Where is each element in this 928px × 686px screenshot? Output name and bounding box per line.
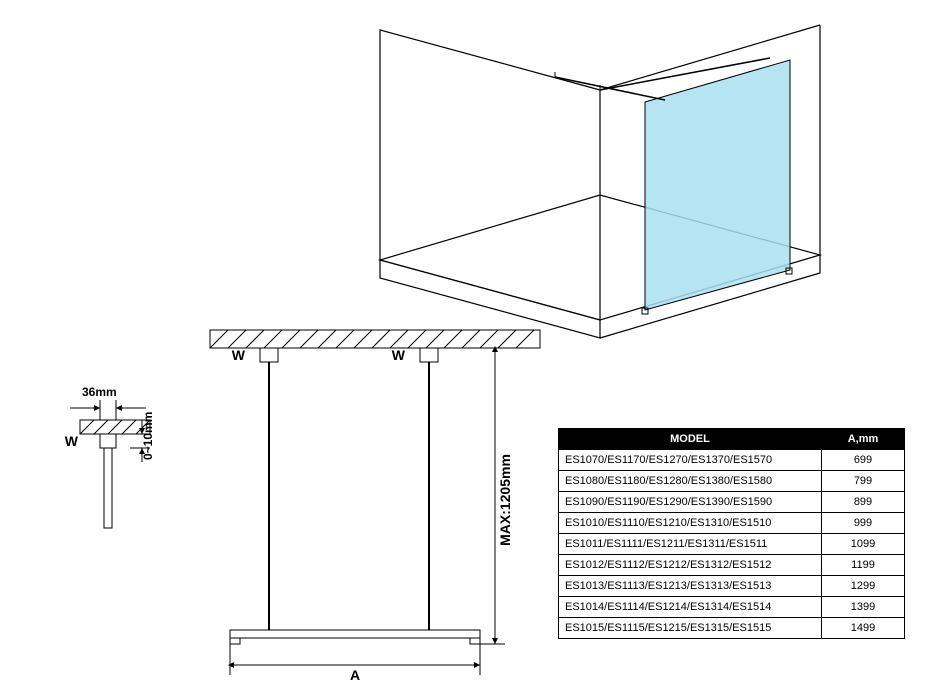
cell-model: ES1014/ES1114/ES1214/ES1314/ES1514 xyxy=(559,597,822,618)
cell-amm: 699 xyxy=(822,450,905,471)
model-table: MODEL A,mm ES1070/ES1170/ES1270/ES1370/E… xyxy=(558,428,905,639)
cell-model: ES1090/ES1190/ES1290/ES1390/ES1590 xyxy=(559,492,822,513)
cell-amm: 1299 xyxy=(822,576,905,597)
col-amm: A,mm xyxy=(822,429,905,450)
model-table-wrap: MODEL A,mm ES1070/ES1170/ES1270/ES1370/E… xyxy=(558,428,905,639)
label-36mm: 36mm xyxy=(82,385,117,399)
side-detail: W 36mm 0~10mm xyxy=(65,385,155,528)
cell-amm: 1199 xyxy=(822,555,905,576)
cell-model: ES1012/ES1112/ES1212/ES1312/ES1512 xyxy=(559,555,822,576)
iso-glass-panel xyxy=(555,58,792,314)
label-0-10mm: 0~10mm xyxy=(141,412,155,460)
cell-model: ES1011/ES1111/ES1211/ES1311/ES1511 xyxy=(559,534,822,555)
table-row: ES1070/ES1170/ES1270/ES1370/ES1570699 xyxy=(559,450,905,471)
ceiling-hatch xyxy=(210,330,534,348)
table-row: ES1014/ES1114/ES1214/ES1314/ES15141399 xyxy=(559,597,905,618)
cell-amm: 1499 xyxy=(822,618,905,639)
cell-model: ES1015/ES1115/ES1215/ES1315/ES1515 xyxy=(559,618,822,639)
cell-model: ES1080/ES1180/ES1280/ES1380/ES1580 xyxy=(559,471,822,492)
cell-model: ES1070/ES1170/ES1270/ES1370/ES1570 xyxy=(559,450,822,471)
cell-model: ES1010/ES1110/ES1210/ES1310/ES1510 xyxy=(559,513,822,534)
label-W-right: W xyxy=(392,347,406,363)
cell-amm: 1099 xyxy=(822,534,905,555)
cell-amm: 999 xyxy=(822,513,905,534)
label-A: A xyxy=(350,667,360,683)
cell-amm: 899 xyxy=(822,492,905,513)
table-row: ES1090/ES1190/ES1290/ES1390/ES1590899 xyxy=(559,492,905,513)
col-model: MODEL xyxy=(559,429,822,450)
table-row: ES1012/ES1112/ES1212/ES1312/ES15121199 xyxy=(559,555,905,576)
cell-amm: 799 xyxy=(822,471,905,492)
label-W-detail: W xyxy=(65,433,79,449)
table-row: ES1011/ES1111/ES1211/ES1311/ES15111099 xyxy=(559,534,905,555)
table-row: ES1015/ES1115/ES1215/ES1315/ES15151499 xyxy=(559,618,905,639)
table-row: ES1013/ES1113/ES1213/ES1313/ES15131299 xyxy=(559,576,905,597)
label-W-left: W xyxy=(232,347,246,363)
label-height: MAX:1205mm xyxy=(497,454,513,546)
table-row: ES1080/ES1180/ES1280/ES1380/ES1580799 xyxy=(559,471,905,492)
cell-model: ES1013/ES1113/ES1213/ES1313/ES1513 xyxy=(559,576,822,597)
cell-amm: 1399 xyxy=(822,597,905,618)
front-schematic: W W MAX:1205mm A xyxy=(210,330,540,683)
table-row: ES1010/ES1110/ES1210/ES1310/ES1510999 xyxy=(559,513,905,534)
